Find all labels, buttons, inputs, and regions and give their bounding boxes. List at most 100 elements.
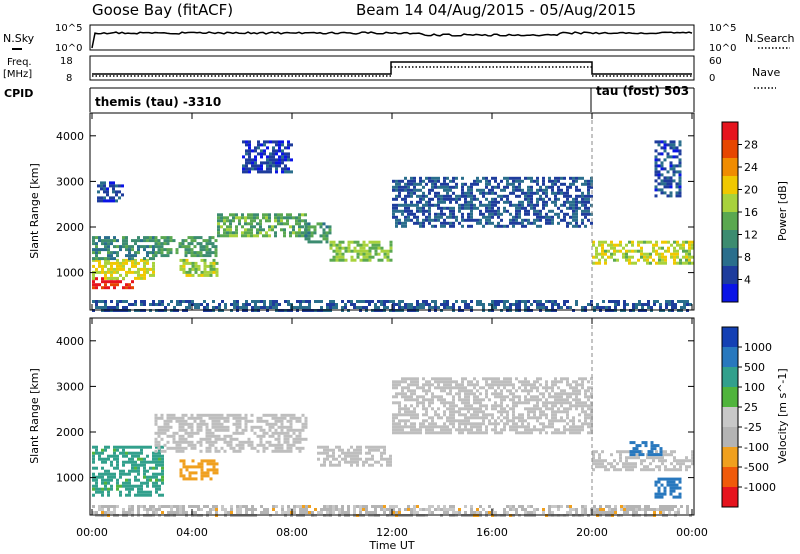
echo-cell <box>110 265 113 268</box>
echo-cell <box>233 306 236 309</box>
echo-cell <box>461 398 464 401</box>
echo-cell <box>92 251 95 254</box>
echo-cell <box>479 416 482 419</box>
echo-cell <box>673 167 676 170</box>
echo-cell <box>206 306 209 309</box>
echo-cell <box>119 248 122 251</box>
echo-cell <box>329 303 332 306</box>
echo-cell <box>323 458 326 461</box>
echo-cell <box>425 413 428 416</box>
echo-cell <box>598 253 601 256</box>
echo-cell <box>479 505 482 508</box>
echo-cell <box>176 447 179 450</box>
echo-cell <box>110 488 113 491</box>
echo-cell <box>628 462 631 465</box>
echo-cell <box>425 201 428 204</box>
echo-cell <box>296 429 299 432</box>
echo-cell <box>482 416 485 419</box>
echo-cell <box>272 505 275 508</box>
echo-cell <box>542 410 545 413</box>
echo-cell <box>434 192 437 195</box>
echo-cell <box>128 491 131 494</box>
echo-cell <box>176 417 179 420</box>
echo-cell <box>458 204 461 207</box>
echo-cell <box>185 441 188 444</box>
echo-cell <box>250 234 253 237</box>
echo-cell <box>623 306 626 309</box>
echo-cell <box>503 416 506 419</box>
echo-cell <box>191 429 194 432</box>
echo-cell <box>664 149 667 152</box>
echo-cell <box>524 508 527 511</box>
echo-cell <box>536 407 539 410</box>
echo-cell <box>554 404 557 407</box>
echo-cell <box>314 228 317 231</box>
echo-cell <box>308 231 311 234</box>
echo-cell <box>257 420 260 423</box>
echo-cell <box>446 419 449 422</box>
echo-cell <box>572 180 575 183</box>
echo-cell <box>203 239 206 242</box>
echo-cell <box>533 413 536 416</box>
echo-cell <box>491 300 494 303</box>
echo-cell <box>383 508 386 511</box>
echo-cell <box>548 180 551 183</box>
echo-cell <box>527 428 530 431</box>
echo-cell <box>428 425 431 428</box>
echo-cell <box>539 186 542 189</box>
echo-cell <box>341 449 344 452</box>
echo-cell <box>257 170 260 173</box>
echo-cell <box>128 283 131 286</box>
echo-cell <box>428 416 431 419</box>
echo-cell <box>644 505 647 508</box>
echo-cell <box>185 306 188 309</box>
echo-cell <box>634 462 637 465</box>
echo-cell <box>431 505 434 508</box>
echo-cell <box>302 426 305 429</box>
echo-cell <box>653 511 656 514</box>
echo-cell <box>485 186 488 189</box>
echo-cell <box>470 380 473 383</box>
echo-cell <box>584 389 587 392</box>
echo-cell <box>401 380 404 383</box>
echo-cell <box>449 392 452 395</box>
echo-cell <box>464 404 467 407</box>
echo-cell <box>299 447 302 450</box>
echo-cell <box>226 219 229 222</box>
echo-cell <box>216 268 219 271</box>
echo-cell <box>485 377 488 380</box>
echo-cell <box>137 446 140 449</box>
echo-cell <box>566 306 569 309</box>
echo-cell <box>248 438 251 441</box>
echo-cell <box>113 239 116 242</box>
echo-cell <box>551 416 554 419</box>
echo-cell <box>236 444 239 447</box>
echo-cell <box>437 207 440 210</box>
echo-cell <box>404 201 407 204</box>
echo-cell <box>476 511 479 514</box>
echo-cell <box>137 268 140 271</box>
echo-cell <box>206 242 209 245</box>
echo-cell <box>563 377 566 380</box>
y-tick-label: 4000 <box>56 130 84 143</box>
echo-cell <box>437 219 440 222</box>
echo-cell <box>287 441 290 444</box>
echo-cell <box>113 280 116 283</box>
echo-cell <box>601 247 604 250</box>
echo-cell <box>610 244 613 247</box>
echo-cell <box>521 207 524 210</box>
echo-cell <box>128 511 131 514</box>
echo-cell <box>195 271 198 274</box>
echo-cell <box>215 254 218 257</box>
echo-cell <box>280 213 283 216</box>
echo-cell <box>530 189 533 192</box>
echo-cell <box>164 248 167 251</box>
echo-cell <box>428 210 431 213</box>
echo-cell <box>341 452 344 455</box>
echo-cell <box>661 459 664 462</box>
echo-cell <box>428 431 431 434</box>
echo-cell <box>110 306 113 309</box>
echo-cell <box>658 468 661 471</box>
echo-cell <box>446 431 449 434</box>
echo-cell <box>338 449 341 452</box>
